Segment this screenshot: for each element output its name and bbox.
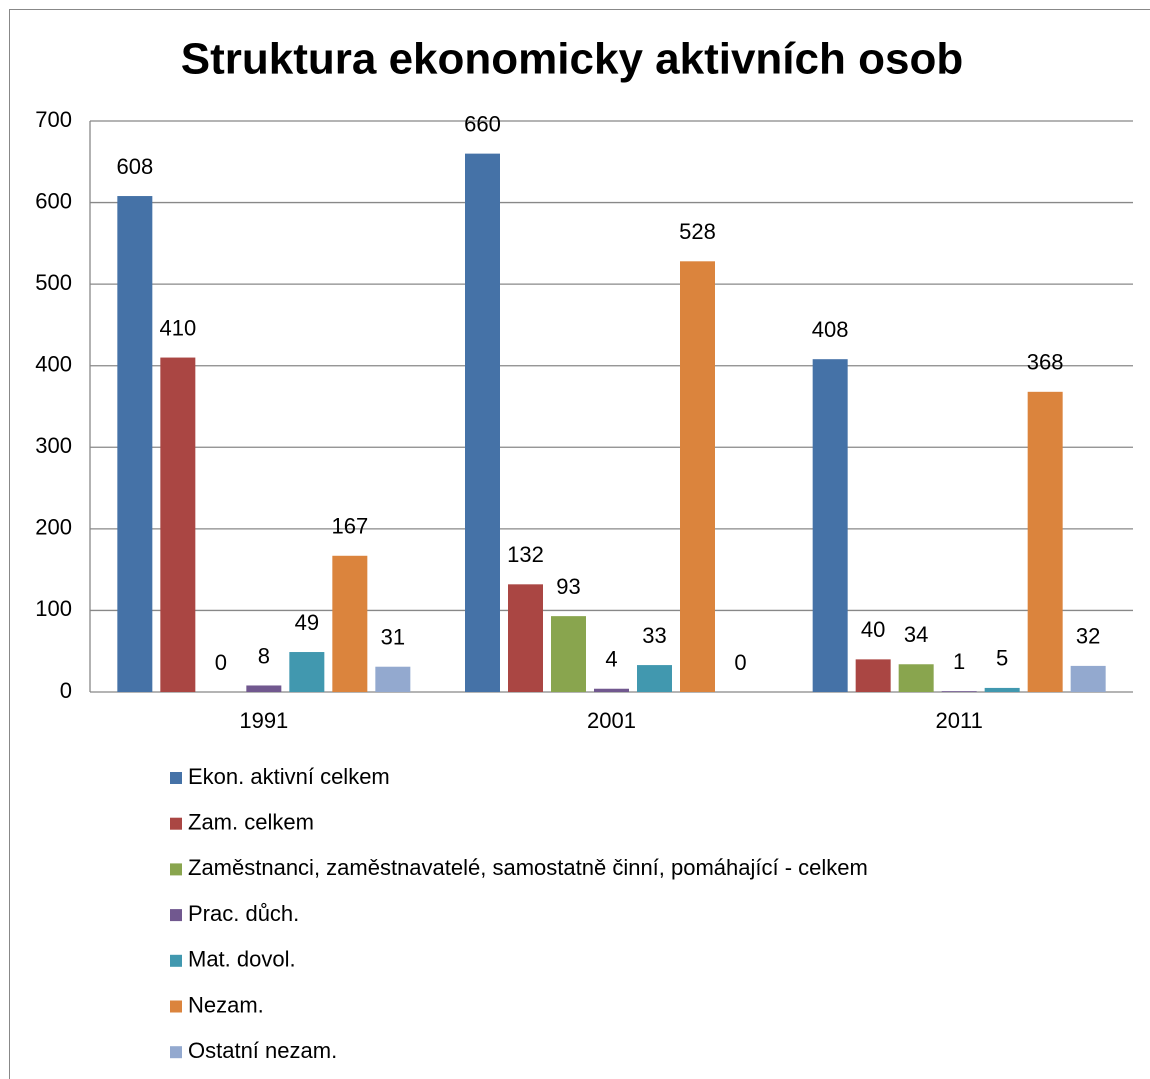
bar [375,666,411,692]
y-tick-label: 700 [35,107,72,132]
bar [551,616,586,692]
data-label: 0 [734,650,746,675]
legend-label: Zam. celkem [188,810,314,835]
bar [855,659,891,692]
y-tick-label: 400 [35,352,72,377]
x-tick-label: 2001 [587,708,636,733]
legend-swatch [170,772,182,784]
bar [289,652,325,692]
y-tick-label: 0 [60,678,72,703]
bar [465,153,500,693]
bar [1070,665,1106,692]
y-tick-label: 300 [35,433,72,458]
bar [812,359,848,692]
bar [594,688,629,692]
x-tick-label: 1991 [239,708,288,733]
data-label: 660 [464,111,501,136]
data-label: 410 [159,315,196,340]
data-label: 34 [904,622,928,647]
bar [984,687,1020,692]
data-label: 33 [642,623,666,648]
data-label: 40 [861,617,885,642]
legend-swatch [170,909,182,922]
bar [246,685,282,692]
y-tick-label: 600 [35,188,72,213]
data-label: 368 [1027,350,1064,375]
bar [332,555,368,692]
data-label: 5 [996,646,1008,671]
bar [117,196,153,692]
y-tick-label: 100 [35,596,72,621]
data-label: 93 [556,574,580,599]
bar [1027,391,1063,692]
data-label: 408 [812,317,849,342]
bar [680,261,715,692]
y-tick-label: 500 [35,270,72,295]
y-tick-label: 200 [35,515,72,540]
legend-label: Nezam. [188,992,264,1017]
legend-swatch [170,863,182,876]
legend-label: Ostatní nezam. [188,1038,337,1063]
data-label: 31 [381,625,405,650]
data-label: 4 [605,647,617,672]
data-label: 49 [295,610,319,635]
data-label: 167 [331,514,368,539]
data-label: 8 [258,643,270,668]
chart-title: Struktura ekonomicky aktivních osob [181,35,963,84]
legend-label: Ekon. aktivní celkem [188,764,390,789]
x-tick-label: 2011 [936,708,983,733]
legend-label: Prac. důch. [188,901,299,926]
bar [898,664,934,692]
legend-label: Zaměstnanci, zaměstnavatelé, samostatně … [188,855,868,880]
legend-swatch [170,817,182,830]
data-label: 1 [953,649,965,674]
legend-swatch [170,954,182,967]
data-label: 132 [507,542,544,567]
legend-swatch [170,1000,182,1013]
legend-swatch [170,1046,182,1059]
data-label: 0 [215,650,227,675]
bar [941,691,977,692]
bar [160,357,196,692]
legend-label: Mat. dovol. [188,947,296,972]
bar [508,584,543,692]
data-label: 608 [116,154,153,179]
chart-frame [9,9,1150,1079]
bar [637,665,672,692]
data-label: 528 [679,219,716,244]
data-label: 32 [1076,624,1100,649]
